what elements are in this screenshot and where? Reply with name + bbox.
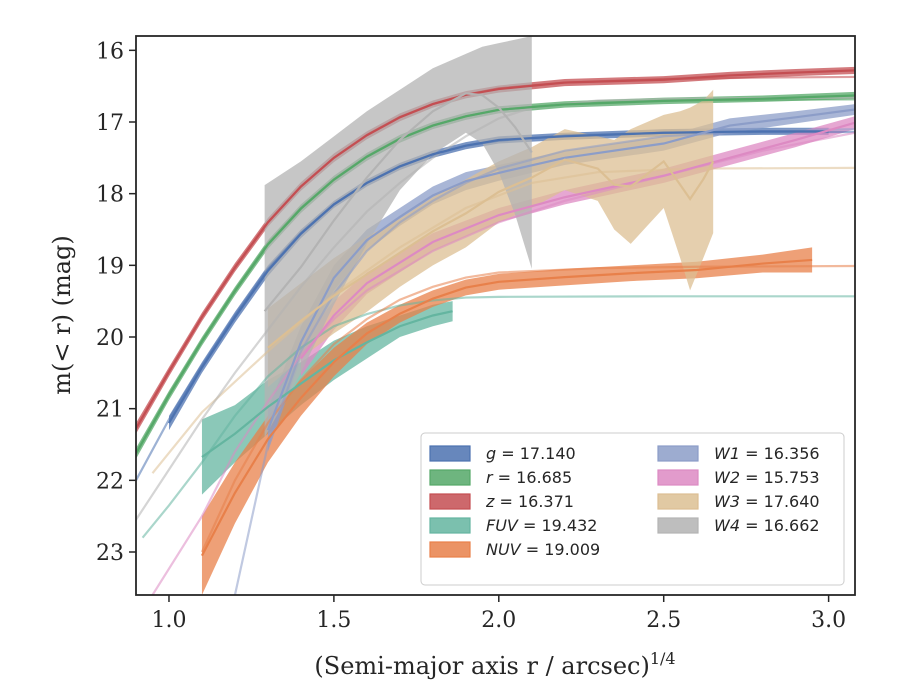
legend-label-w3: W3 = 17.640	[714, 492, 820, 511]
line-w1	[266, 108, 855, 431]
x-tick-label: 1.0	[151, 608, 186, 633]
line-r	[136, 94, 855, 455]
line-z	[136, 69, 855, 429]
y-tick-label: 23	[96, 541, 124, 566]
data-lines	[136, 69, 855, 557]
legend-label-w2: W2 = 15.753	[714, 468, 820, 487]
y-tick-label: 21	[96, 398, 124, 423]
legend-swatch-g	[429, 445, 471, 462]
line-w2	[300, 121, 855, 360]
legend-swatch-fuv	[429, 517, 471, 534]
band-nuv	[201, 247, 813, 595]
line-g	[168, 130, 829, 424]
legend-frame	[420, 432, 845, 586]
x-tick-label: 2.5	[646, 608, 681, 633]
plot-frame	[135, 35, 856, 596]
model-fuv	[141, 295, 855, 539]
model-w1	[233, 128, 855, 595]
y-tick-label: 17	[96, 111, 124, 136]
legend-swatch-w2	[657, 469, 699, 486]
y-tick-label: 22	[96, 469, 124, 494]
legend-swatch-z	[429, 493, 471, 510]
y-tick-label: 18	[96, 183, 124, 208]
line-w3	[267, 158, 715, 349]
x-tick-label: 2.0	[481, 608, 516, 633]
y-axis-label: m(< r) (mag)	[48, 235, 76, 394]
legend-label-r: r = 16.685	[486, 468, 572, 487]
legend-label-w4: W4 = 16.662	[714, 516, 820, 535]
band-w4	[264, 36, 532, 438]
legend-label-nuv: NUV = 19.009	[486, 540, 600, 559]
y-axis: 16 17 18 19 20 21 22 23	[96, 39, 136, 566]
x-axis: 1.0 1.5 2.0 2.5 3.0	[151, 595, 846, 633]
legend-label-fuv: FUV = 19.432	[486, 516, 597, 535]
x-tick-label: 1.5	[316, 608, 351, 633]
legend-swatch-w3	[657, 493, 699, 510]
x-tick-label: 3.0	[811, 608, 846, 633]
legend-label-w1: W1 = 16.356	[714, 444, 820, 463]
x-axis-label-superscript: 1/4	[650, 649, 676, 668]
line-fuv	[201, 310, 453, 458]
y-tick-label: 16	[96, 39, 124, 64]
legend-label-g: g = 17.140	[486, 444, 576, 463]
legend-swatch-r	[429, 469, 471, 486]
band-w3	[267, 89, 714, 388]
line-nuv	[200, 258, 813, 557]
y-tick-label: 20	[96, 326, 124, 351]
legend-swatch-w1	[657, 445, 699, 462]
x-axis-label: (Semi-major axis r / arcsec)1/4	[314, 649, 675, 680]
band-fuv	[201, 301, 453, 495]
model-nuv	[200, 264, 855, 553]
model-w3	[151, 166, 855, 474]
legend: g = 17.140 r = 16.685 z = 16.371 FUV = 19.4…	[420, 432, 845, 586]
line-w4	[263, 92, 533, 312]
legend-swatch-nuv	[429, 541, 471, 558]
legend-swatch-w4	[657, 517, 699, 534]
legend-label-z: z = 16.371	[485, 492, 574, 511]
y-tick-label: 19	[96, 254, 124, 279]
